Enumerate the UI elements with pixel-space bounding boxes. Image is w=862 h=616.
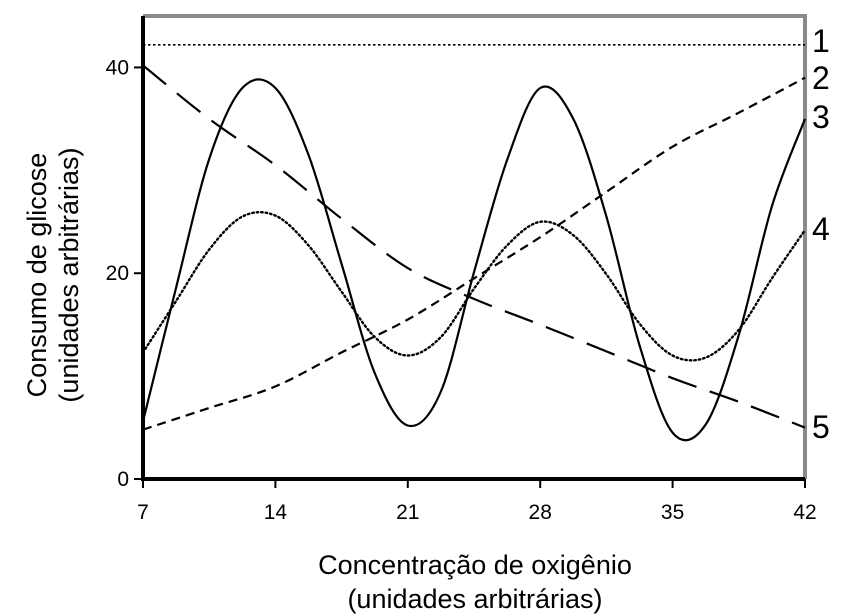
x-tick-label: 7 xyxy=(137,501,149,524)
series-label-5: 5 xyxy=(812,409,830,445)
axes-layer: 7 14 21 28 35 42 0 20 40 xyxy=(106,16,817,524)
series-layer: 123 4 5 xyxy=(141,23,830,445)
series-label-4: 4 xyxy=(812,211,830,247)
plot-border xyxy=(143,14,807,479)
x-axis-label-line-1: Concentração de oxigênio xyxy=(318,550,632,580)
x-tick-label: 21 xyxy=(396,501,419,524)
x-tick-label: 42 xyxy=(793,501,816,524)
y-axis-label-line-2: (unidades arbitrárias) xyxy=(54,147,84,402)
series-label-3: 3 xyxy=(812,99,830,135)
x-tick-label: 28 xyxy=(529,501,552,524)
series-line-5 xyxy=(142,64,806,429)
y-axis-label-line-1: Consumo de glicose xyxy=(22,153,52,398)
x-tick-label: 14 xyxy=(264,501,288,524)
x-axis-label-line-2: (unidades arbitrárias) xyxy=(347,584,602,614)
labels-layer: Consumo de glicose (unidades arbitrárias… xyxy=(22,147,632,614)
x-tick-label: 35 xyxy=(661,501,684,524)
series-line-2 xyxy=(142,76,806,431)
series-label-2: 2 xyxy=(812,60,830,96)
y-tick-label: 20 xyxy=(106,262,129,285)
series-line-3 xyxy=(141,78,807,442)
series-line-4 xyxy=(141,211,807,362)
plot-frame xyxy=(143,14,807,479)
y-tick-label: 40 xyxy=(106,56,129,79)
y-tick-label: 0 xyxy=(117,468,129,491)
series-label-1: 1 xyxy=(812,23,830,59)
